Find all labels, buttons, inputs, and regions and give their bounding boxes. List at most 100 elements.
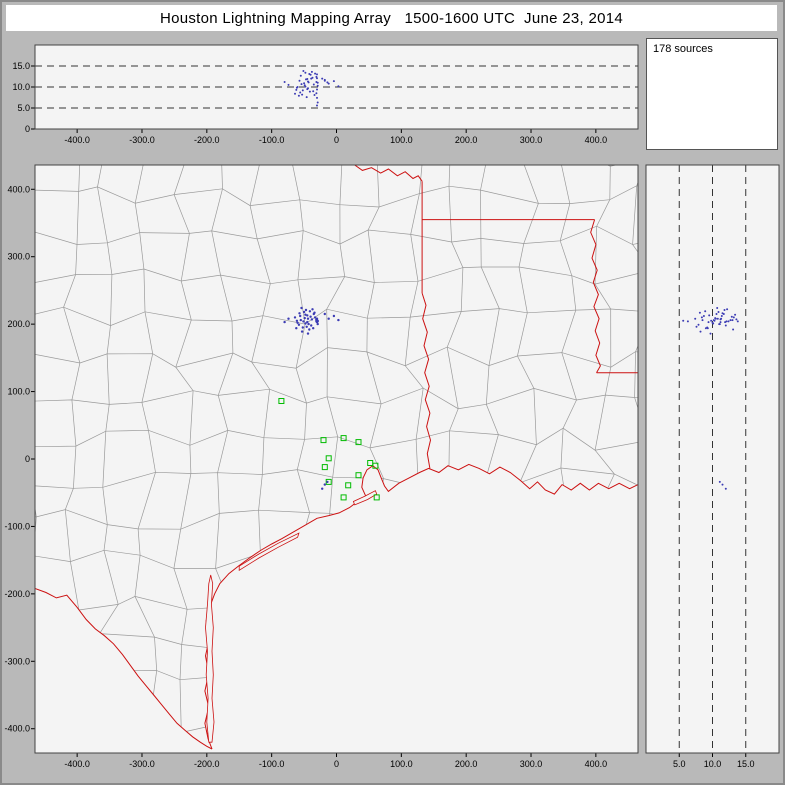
axis-tick-label: 10.0 [12,82,30,92]
galveston-island [352,490,378,506]
lightning-source [316,88,318,91]
lightning-source [716,317,719,320]
lightning-source [732,316,735,319]
lightning-source [723,309,726,311]
lma-station [373,494,380,501]
lightning-source [309,73,312,76]
lightning-source [734,313,737,316]
lightning-source [302,320,305,323]
lightning-source [337,318,340,322]
lma-station [340,494,347,501]
altitude-vs-northsouth-panel[interactable]: 5.0 10.0 15.0 [643,158,785,778]
lightning-source [327,317,330,320]
axis-tick-label: 100.0 [390,759,413,769]
source-count-label: 178 sources [653,43,713,55]
axis-tick-label: 300.0 [520,135,543,145]
rio-grande-border [35,588,213,750]
altitude-vs-eastwest-panel[interactable]: 15.0 10.0 5.0 0 -400.0 -300.0 -200.0 -100.0 0 100… [0,36,643,158]
lma-station [278,398,285,404]
lightning-source [306,332,310,335]
lightning-source [731,319,734,322]
axis-tick-label: 10.0 [704,759,722,769]
lightning-source [287,317,290,320]
lightning-source [310,70,313,73]
axis-tick-label: 5.0 [673,759,686,769]
lightning-source [308,90,311,93]
lightning-source [725,320,728,323]
lightning-source [337,85,340,88]
lightning-source [735,318,738,321]
plot-border [34,164,639,754]
lightning-source [323,483,326,486]
axis-tick-label: 5.0 [17,103,30,113]
county-line [173,165,194,753]
lightning-source [704,310,707,313]
lightning-source [312,83,315,86]
lightning-source [682,319,685,322]
lightning-source [287,83,290,86]
lightning-source [699,330,702,333]
axis-tick-label: 200.0 [455,135,478,145]
axis-tick-label: 200.0 [455,759,478,769]
lightning-source [326,480,329,484]
lightning-source [315,317,319,320]
lightning-source [300,330,304,333]
lma-station [321,464,328,471]
matagorda-island [238,532,300,572]
lightning-source [717,311,720,313]
axis-tick-label: -200.0 [4,589,30,599]
lightning-source [710,319,713,322]
mississippi-river-border [590,219,601,373]
lightning-source [313,316,317,319]
lightning-source [316,77,318,80]
lightning-source [310,324,313,327]
lightning-source [294,92,296,95]
lightning-source [311,76,314,79]
axis-tick-label: -300.0 [129,135,155,145]
lightning-source [303,316,306,320]
sabine-river-border [421,292,432,469]
lightning-source [301,93,304,96]
lightning-source [316,322,319,326]
lightning-source [301,326,304,329]
lightning-source [306,320,309,324]
axis-tick-label: 100.0 [390,135,413,145]
lightning-source [316,96,318,99]
county-line [134,165,158,753]
axis-tick-label: 0 [25,124,30,134]
plot-title: Houston Lightning Mapping Array 1500-160… [159,9,624,27]
axis-tick-label: 200.0 [7,319,30,329]
lma-station [355,472,362,479]
lightning-source [312,327,315,330]
lightning-source [707,321,710,324]
lightning-source [307,81,310,84]
lightning-source [293,316,297,319]
lightning-source [332,80,335,83]
lightning-source [711,321,714,324]
lma-station [345,482,352,489]
axis-tick-label: 0 [334,135,339,145]
lightning-source [712,319,715,322]
lma-station [355,439,362,446]
lightning-source [301,89,304,92]
lightning-source [727,320,730,323]
lightning-source [297,94,300,97]
lightning-source [298,79,301,82]
lightning-source [706,327,709,330]
lightning-source [304,313,307,316]
axis-tick-label: -300.0 [4,656,30,666]
lightning-source [308,310,312,313]
county-line [149,750,463,753]
county-line [0,158,4,778]
plan-view-map-panel[interactable]: -400.0 -300.0 -200.0 -100.0 0 100.0 200.0 300.0… [0,158,643,778]
lma-station [372,462,379,469]
axis-tick-label: -400.0 [64,759,90,769]
axis-tick-label: -100.0 [259,135,285,145]
lightning-source [732,328,735,331]
lightning-source [299,314,302,318]
lightning-source [724,324,727,327]
lightning-source [686,320,689,323]
axis-tick-label: -100.0 [259,759,285,769]
lightning-source [315,319,319,322]
lightning-source [299,318,302,322]
